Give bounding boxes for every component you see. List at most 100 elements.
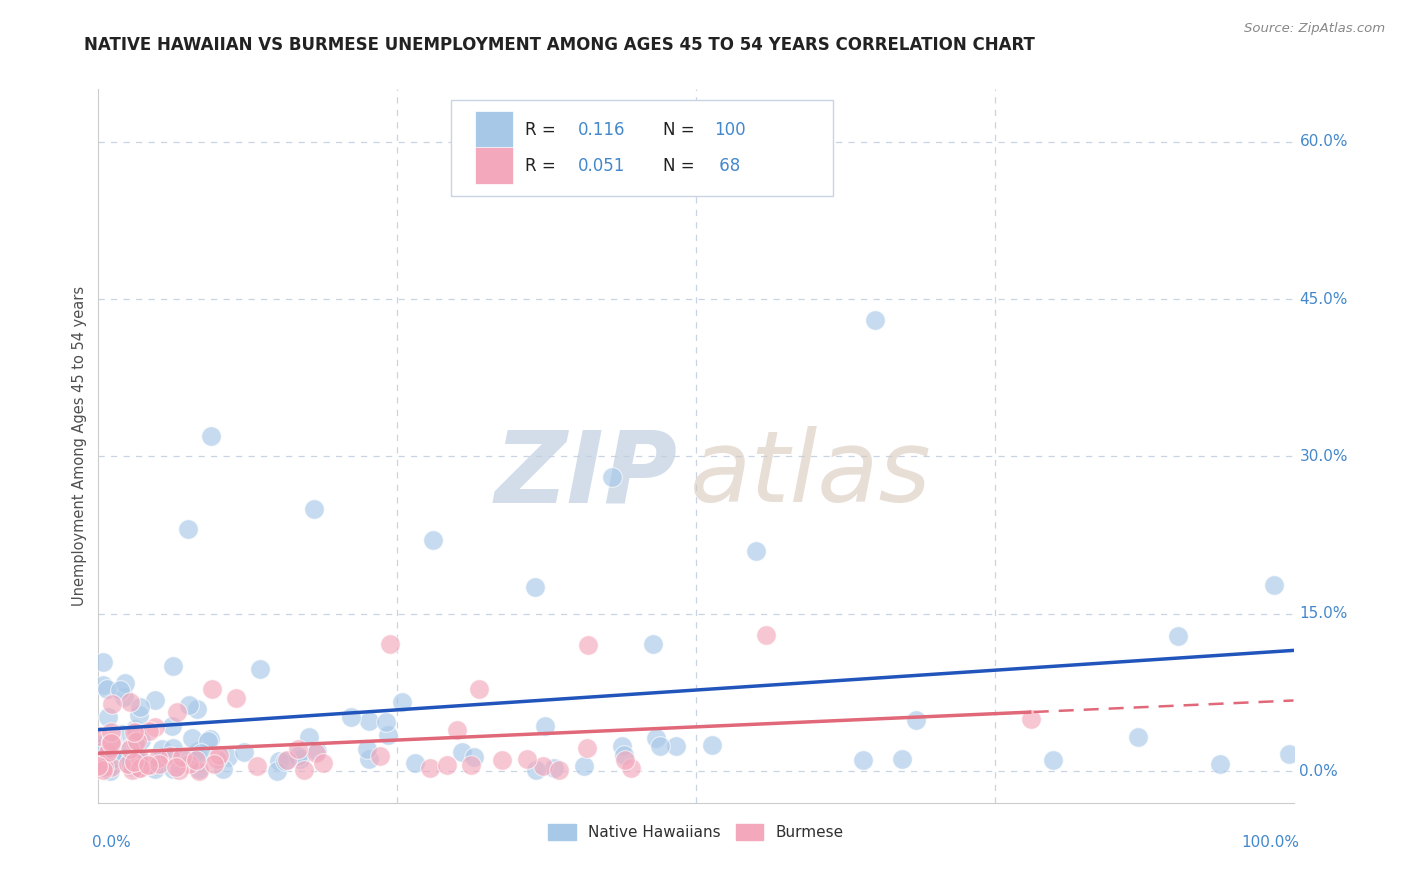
Point — [249, 662, 271, 676]
Point — [190, 746, 212, 760]
Point — [139, 757, 162, 772]
Point — [451, 745, 474, 759]
Point — [446, 723, 468, 738]
Point — [160, 719, 183, 733]
Point — [143, 720, 166, 734]
Point — [93, 763, 115, 777]
Point — [266, 764, 288, 778]
FancyBboxPatch shape — [451, 100, 834, 196]
Point — [610, 739, 633, 754]
Point — [202, 757, 225, 772]
Point — [129, 700, 152, 714]
Point — [101, 698, 124, 712]
Point — [211, 762, 233, 776]
Point — [120, 741, 142, 756]
Point — [613, 748, 636, 763]
Point — [114, 676, 136, 690]
Point — [122, 725, 145, 739]
Point — [97, 710, 120, 724]
Point — [288, 752, 311, 766]
Point — [129, 752, 152, 766]
Point — [302, 502, 325, 516]
Point — [122, 755, 145, 769]
Point — [162, 763, 184, 777]
Point — [620, 761, 643, 775]
Point — [177, 698, 200, 712]
Point — [298, 730, 321, 744]
Point — [572, 759, 595, 773]
Point — [531, 759, 554, 773]
Text: 0.116: 0.116 — [578, 121, 626, 139]
Point — [356, 742, 378, 756]
Text: 0.0%: 0.0% — [1299, 764, 1339, 779]
Point — [422, 533, 444, 548]
Text: 0.0%: 0.0% — [93, 835, 131, 850]
Point — [233, 745, 256, 759]
Text: NATIVE HAWAIIAN VS BURMESE UNEMPLOYMENT AMONG AGES 45 TO 54 YEARS CORRELATION CH: NATIVE HAWAIIAN VS BURMESE UNEMPLOYMENT … — [84, 36, 1035, 54]
Point — [165, 760, 187, 774]
Point — [127, 761, 149, 775]
Point — [100, 752, 122, 766]
Point — [187, 744, 209, 758]
Point — [124, 722, 146, 736]
Point — [292, 763, 315, 777]
Text: 68: 68 — [714, 157, 740, 175]
Point — [207, 752, 229, 766]
Point — [128, 761, 150, 775]
Point — [162, 659, 184, 673]
Point — [1277, 747, 1299, 761]
Point — [120, 740, 142, 755]
Point — [122, 760, 145, 774]
Point — [419, 761, 441, 775]
Point — [436, 758, 458, 772]
Point — [91, 737, 114, 751]
Point — [107, 753, 129, 767]
Point — [1042, 753, 1064, 767]
Point — [181, 731, 204, 745]
Point — [115, 749, 138, 764]
Point — [112, 752, 135, 766]
Point — [87, 758, 110, 772]
Point — [217, 750, 239, 764]
Point — [96, 745, 118, 759]
Text: 45.0%: 45.0% — [1299, 292, 1348, 307]
Point — [159, 749, 181, 764]
FancyBboxPatch shape — [475, 112, 513, 148]
Point — [267, 754, 290, 768]
Point — [94, 739, 117, 753]
Point — [276, 753, 298, 767]
Point — [613, 753, 636, 767]
Point — [127, 736, 149, 750]
Point — [312, 756, 335, 770]
Point — [93, 678, 115, 692]
Point — [131, 755, 153, 769]
Point — [90, 745, 112, 759]
Point — [665, 739, 688, 753]
Point — [98, 742, 121, 756]
Text: 30.0%: 30.0% — [1299, 449, 1348, 464]
Point — [524, 763, 547, 777]
Point — [127, 756, 149, 770]
Point — [91, 655, 114, 669]
Point — [100, 724, 122, 739]
Point — [543, 761, 565, 775]
Text: R =: R = — [524, 157, 561, 175]
Point — [100, 734, 122, 748]
Text: 100.0%: 100.0% — [1241, 835, 1299, 850]
Point — [547, 763, 569, 777]
Point — [111, 727, 134, 741]
Point — [1128, 730, 1150, 744]
Point — [225, 691, 247, 706]
Point — [128, 754, 150, 768]
Point — [463, 750, 485, 764]
Point — [98, 759, 121, 773]
Point — [378, 637, 401, 651]
Point — [186, 702, 208, 716]
Point — [93, 760, 115, 774]
Point — [112, 690, 135, 704]
Point — [166, 705, 188, 719]
Point — [287, 749, 309, 764]
Point — [602, 470, 624, 484]
Point — [1209, 757, 1232, 772]
Text: 60.0%: 60.0% — [1299, 134, 1348, 149]
